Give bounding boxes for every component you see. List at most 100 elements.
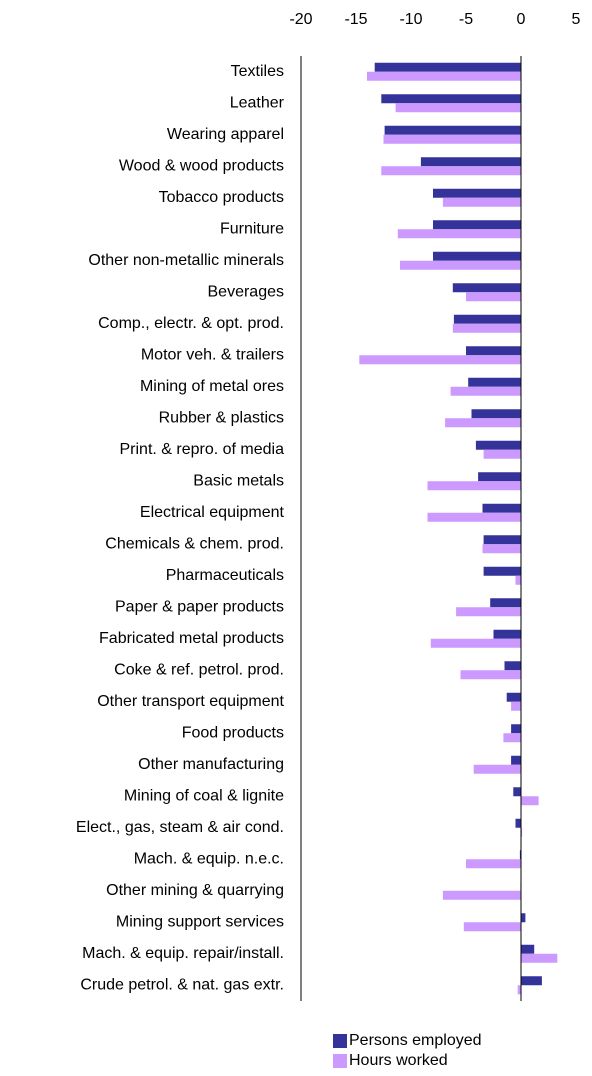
y-tick-label: Furniture: [220, 220, 284, 237]
y-tick-label: Mach. & equip. repair/install.: [82, 945, 284, 962]
bar: [466, 292, 521, 302]
legend-swatch: [333, 1054, 347, 1068]
bar: [433, 220, 521, 230]
bar: [460, 670, 521, 680]
bar: [483, 535, 521, 545]
bar: [473, 764, 521, 774]
y-tick-label: Crude petrol. & nat. gas extr.: [80, 976, 284, 993]
bar: [463, 922, 521, 932]
bar: [397, 229, 521, 239]
bar: [359, 355, 521, 365]
y-tick-label: Comp., electr. & opt. prod.: [98, 315, 284, 332]
bar: [521, 976, 542, 986]
legend-label: Persons employed: [349, 1032, 482, 1049]
x-tick-label: -20: [289, 11, 312, 28]
y-tick-label: Tobacco products: [159, 189, 284, 206]
y-tick-label: Wearing apparel: [167, 126, 284, 143]
y-tick-label: Elect., gas, steam & air cond.: [76, 819, 284, 836]
x-tick-label: 0: [517, 11, 526, 28]
y-tick-label: Pharmaceuticals: [166, 567, 284, 584]
y-tick-label: Leather: [230, 94, 285, 111]
bar: [471, 409, 521, 419]
y-tick-label: Wood & wood products: [119, 157, 284, 174]
bar: [427, 481, 521, 491]
y-tick-label: Mach. & equip. n.e.c.: [134, 850, 284, 867]
y-tick-label: Other mining & quarrying: [106, 882, 284, 899]
bar: [503, 733, 521, 743]
bar: [521, 796, 539, 806]
bar: [478, 472, 521, 482]
y-tick-label: Electrical equipment: [140, 504, 285, 521]
bar: [466, 346, 521, 356]
bar: [427, 512, 521, 522]
bar: [482, 544, 521, 554]
y-tick-label: Rubber & plastics: [159, 409, 284, 426]
bar: [374, 62, 521, 72]
bar: [381, 166, 521, 176]
bar: [445, 418, 521, 428]
bar: [511, 755, 521, 765]
y-tick-label: Other manufacturing: [138, 756, 284, 773]
bar: [453, 314, 521, 324]
y-tick-label: Other transport equipment: [97, 693, 284, 710]
bar: [515, 818, 521, 828]
bar: [513, 787, 521, 797]
bar: [450, 386, 521, 396]
bar: [515, 575, 521, 585]
bar: [511, 724, 521, 734]
bar: [466, 859, 521, 869]
bar: [433, 188, 521, 198]
bar: [442, 197, 521, 207]
bar: [519, 850, 521, 860]
y-tick-label: Motor veh. & trailers: [141, 346, 284, 363]
y-tick-label: Mining of metal ores: [140, 378, 284, 395]
bar: [468, 377, 521, 387]
bar: [490, 598, 521, 608]
bar: [452, 323, 521, 333]
bar: [483, 566, 521, 576]
bar: [433, 251, 521, 261]
bar: [456, 607, 521, 617]
bar: [367, 71, 521, 81]
x-tick-label: 5: [572, 11, 581, 28]
bar: [483, 449, 521, 459]
bar: [506, 692, 521, 702]
y-tick-label: Fabricated metal products: [99, 630, 284, 647]
bar: [521, 944, 535, 954]
bar: [475, 440, 521, 450]
bar: [521, 953, 558, 963]
y-tick-label: Mining support services: [116, 913, 284, 930]
bar: [442, 890, 521, 900]
bar: [400, 260, 521, 270]
y-tick-label: Paper & paper products: [115, 598, 284, 615]
x-tick-label: -10: [399, 11, 422, 28]
x-tick-label: -5: [459, 11, 473, 28]
bar: [521, 827, 523, 837]
y-tick-label: Other non-metallic minerals: [88, 252, 284, 269]
legend-swatch: [333, 1034, 347, 1048]
bar: [420, 157, 521, 167]
bar: [511, 701, 521, 711]
bar: [493, 629, 521, 639]
y-tick-label: Beverages: [208, 283, 285, 300]
bar: [381, 94, 521, 104]
y-tick-label: Food products: [182, 724, 284, 741]
bar: [430, 638, 521, 648]
y-tick-label: Basic metals: [193, 472, 284, 489]
bar: [517, 985, 521, 995]
y-tick-label: Mining of coal & lignite: [124, 787, 284, 804]
bar: [504, 661, 521, 671]
y-tick-label: Chemicals & chem. prod.: [105, 535, 284, 552]
bar: [452, 283, 521, 293]
y-tick-label: Coke & ref. petrol. prod.: [114, 661, 284, 678]
y-tick-label: Print. & repro. of media: [119, 441, 284, 458]
bar: [395, 103, 521, 113]
bar: [482, 503, 521, 513]
y-tick-label: Textiles: [231, 63, 284, 80]
bar: [384, 125, 521, 135]
x-tick-label: -15: [344, 11, 367, 28]
bar: [521, 913, 526, 923]
legend-label: Hours worked: [349, 1052, 448, 1069]
bar: [383, 134, 521, 144]
